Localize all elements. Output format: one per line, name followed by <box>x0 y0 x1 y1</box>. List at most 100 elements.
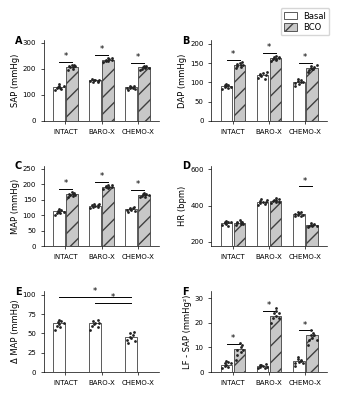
Point <box>240 221 246 227</box>
Point <box>296 210 302 216</box>
Point <box>308 64 314 71</box>
Point <box>96 202 101 208</box>
Text: *: * <box>63 52 68 61</box>
Y-axis label: MAP (mmHg): MAP (mmHg) <box>11 178 20 234</box>
Point <box>219 365 225 372</box>
Point <box>90 76 95 82</box>
Point <box>70 193 76 199</box>
Bar <box>125 87 137 121</box>
Point <box>61 209 66 216</box>
Point <box>131 204 136 210</box>
Point <box>273 195 278 202</box>
Point <box>299 209 304 215</box>
Point <box>95 204 100 210</box>
Point <box>263 72 269 79</box>
Point <box>95 78 100 85</box>
Point <box>259 362 264 368</box>
Y-axis label: HR (bpm): HR (bpm) <box>178 186 187 226</box>
Point <box>88 326 93 333</box>
Point <box>238 62 243 68</box>
Point <box>56 82 61 89</box>
Point <box>263 75 268 82</box>
Point <box>139 66 145 72</box>
Point <box>52 87 57 93</box>
Bar <box>53 211 65 246</box>
Point <box>237 339 243 346</box>
Point <box>57 210 63 217</box>
Point <box>109 55 115 62</box>
Point <box>271 56 276 62</box>
Bar <box>125 209 137 246</box>
Bar <box>257 75 268 121</box>
Bar <box>89 80 101 121</box>
Bar <box>270 201 281 278</box>
Point <box>223 358 229 364</box>
Text: *: * <box>267 301 271 310</box>
Text: *: * <box>303 177 307 186</box>
Point <box>255 365 261 372</box>
Point <box>71 62 77 68</box>
Point <box>305 224 310 230</box>
Point <box>264 364 270 370</box>
Point <box>88 78 93 84</box>
Point <box>271 315 276 321</box>
Point <box>238 64 244 70</box>
Bar <box>234 65 245 121</box>
Text: B: B <box>182 36 190 46</box>
Point <box>234 220 240 226</box>
Point <box>234 63 240 70</box>
Point <box>273 53 278 59</box>
Point <box>125 208 130 215</box>
Point <box>130 85 136 91</box>
Point <box>70 66 76 72</box>
Point <box>299 77 304 83</box>
Point <box>141 190 146 196</box>
Point <box>127 333 133 340</box>
Point <box>237 217 243 224</box>
Point <box>276 55 282 61</box>
Point <box>88 204 93 211</box>
Point <box>233 356 238 363</box>
Point <box>96 320 102 327</box>
Point <box>219 222 225 228</box>
Point <box>307 67 312 73</box>
Point <box>310 222 315 228</box>
Point <box>225 85 230 91</box>
Bar <box>306 335 317 372</box>
Point <box>71 190 77 196</box>
Point <box>225 222 230 229</box>
Bar <box>270 316 281 372</box>
Point <box>147 192 152 198</box>
Point <box>55 208 60 214</box>
Bar <box>306 68 317 121</box>
Point <box>308 220 314 226</box>
Point <box>296 81 302 87</box>
Point <box>228 360 234 366</box>
Point <box>239 342 244 348</box>
Point <box>233 222 238 228</box>
Bar <box>221 86 232 121</box>
Bar <box>257 202 268 278</box>
Point <box>311 64 317 70</box>
Point <box>103 56 109 63</box>
Point <box>141 191 146 197</box>
Point <box>268 200 273 206</box>
Point <box>143 194 148 200</box>
Point <box>125 206 130 213</box>
Point <box>109 57 114 64</box>
Point <box>226 219 231 226</box>
Point <box>277 196 282 202</box>
Point <box>54 322 60 329</box>
Point <box>271 196 276 203</box>
Point <box>58 318 64 324</box>
Point <box>295 354 301 360</box>
Y-axis label: LF - SAP (mmHg²): LF - SAP (mmHg²) <box>183 294 192 369</box>
Point <box>268 320 273 326</box>
Bar <box>257 366 268 372</box>
Point <box>257 72 263 79</box>
Point <box>58 86 64 92</box>
Point <box>56 321 62 327</box>
Point <box>240 347 246 353</box>
Point <box>91 321 97 327</box>
Point <box>240 62 246 69</box>
